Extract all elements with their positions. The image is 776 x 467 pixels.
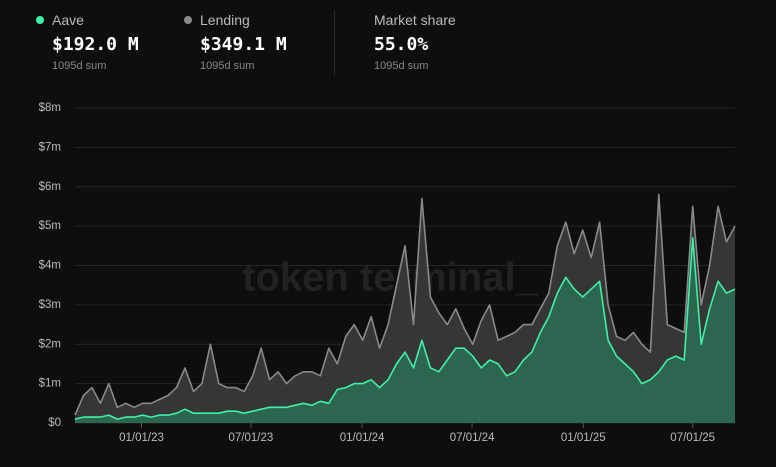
y-tick-label: $0 [48, 417, 61, 429]
x-tick-label: 01/01/25 [561, 432, 606, 444]
stat-value: $192.0 M [52, 34, 139, 55]
stat-name: Market share [374, 12, 456, 28]
stat-note: 1095d sum [374, 60, 429, 72]
y-tick-label: $1m [39, 378, 61, 390]
stat-name: Aave [52, 12, 84, 28]
stat-name: Lending [200, 12, 250, 28]
stat-value: $349.1 M [200, 34, 287, 55]
x-tick-label: 01/01/24 [340, 432, 385, 444]
watermark: token terminal_ [242, 256, 538, 300]
x-tick-label: 01/01/23 [119, 432, 164, 444]
x-tick-label: 07/01/25 [670, 432, 715, 444]
legend-dot [184, 16, 192, 24]
stat-note: 1095d sum [200, 60, 255, 72]
stat-note: 1095d sum [52, 60, 107, 72]
separator [334, 10, 335, 76]
legend-dot [36, 16, 44, 24]
y-tick-label: $4m [39, 260, 61, 272]
y-tick-label: $5m [39, 220, 61, 232]
x-tick-label: 07/01/24 [450, 432, 495, 444]
y-tick-label: $8m [39, 102, 61, 114]
x-tick-label: 07/01/23 [228, 432, 273, 444]
line [74, 193, 736, 416]
y-tick-label: $7m [39, 141, 61, 153]
stat-value: 55.0% [374, 34, 429, 55]
y-tick-label: $6m [39, 181, 61, 193]
y-tick-label: $2m [39, 338, 61, 350]
stat: Market share 55.0% 1095d sum [374, 12, 456, 72]
stat: Aave $192.0 M 1095d sum [36, 12, 139, 72]
y-tick-label: $3m [39, 299, 61, 311]
stat: Lending $349.1 M 1095d sum [184, 12, 287, 72]
line [74, 237, 736, 420]
